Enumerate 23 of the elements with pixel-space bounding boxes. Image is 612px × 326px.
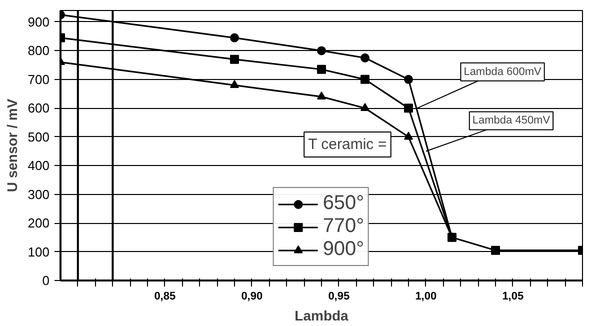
y-tick-label: 800 — [28, 43, 50, 58]
x-tick-label: 1,05 — [502, 290, 524, 302]
y-tick-label: 400 — [28, 158, 50, 174]
annotation: T ceramic = — [308, 136, 387, 153]
x-tick-label: 1,00 — [415, 290, 437, 302]
y-tick-label: 700 — [28, 72, 50, 87]
y-tick-label: 100 — [28, 244, 50, 260]
legend-label: 900° — [322, 238, 364, 261]
y-tick-label: 200 — [28, 216, 50, 231]
x-tick-label: 0,90 — [241, 290, 263, 302]
y-tick-label: 300 — [28, 186, 50, 202]
annotation: Lambda 600mV — [464, 66, 542, 78]
y-axis-title: U sensor / mV — [4, 98, 20, 192]
legend-label: 770° — [322, 215, 364, 238]
y-tick-label: 0 — [42, 273, 50, 288]
x-tick-label: 0,85 — [154, 290, 176, 302]
legend-label: 650° — [322, 192, 364, 215]
y-tick-label: 500 — [28, 129, 50, 144]
x-axis-title: Lambda — [294, 308, 349, 324]
y-tick-label: 600 — [28, 100, 50, 116]
annotation: Lambda 450mV — [472, 114, 551, 127]
x-tick-label: 0,95 — [328, 290, 350, 302]
y-tick-label: 900 — [28, 14, 50, 30]
